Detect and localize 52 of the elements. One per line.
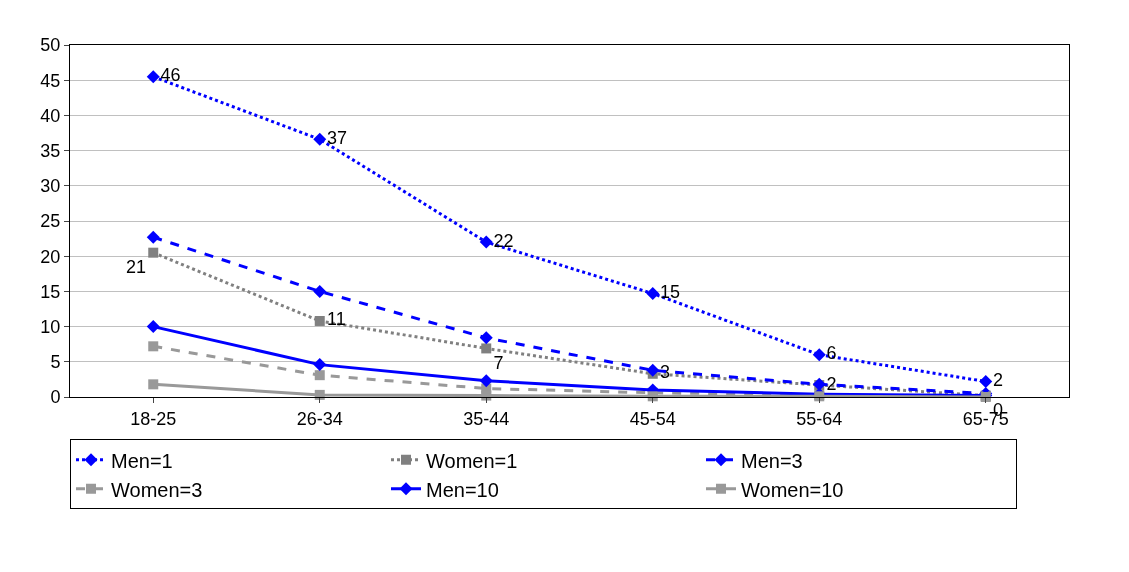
data-label: 7 — [493, 353, 504, 374]
y-tick-label: 5 — [50, 352, 61, 373]
legend-label: Women=10 — [741, 478, 844, 501]
data-label: 46 — [160, 65, 181, 86]
point — [146, 70, 160, 84]
legend-label: Men=1 — [111, 449, 173, 472]
y-tick-label: 0 — [50, 387, 61, 408]
y-tick-label: 35 — [40, 140, 61, 161]
data-label: 37 — [327, 127, 348, 148]
data-label: 3 — [660, 362, 671, 383]
point — [479, 235, 493, 249]
point — [313, 284, 327, 298]
x-tick-label: 55-64 — [796, 408, 843, 429]
point — [313, 132, 327, 146]
point — [646, 363, 660, 377]
x-tick-label: 45-54 — [629, 408, 676, 429]
x-tick-label: 26-34 — [296, 408, 343, 429]
legend-label: Women=3 — [111, 478, 203, 501]
point — [148, 247, 159, 258]
data-label: 6 — [826, 343, 837, 364]
y-tick-label: 15 — [40, 281, 61, 302]
y-tick-label: 50 — [40, 35, 61, 56]
y-tick-label: 20 — [40, 246, 61, 267]
point — [148, 341, 159, 352]
x-tick-label: 18-25 — [130, 408, 177, 429]
data-label: 22 — [493, 230, 514, 251]
legend-label: Women=1 — [426, 449, 518, 472]
point — [646, 287, 660, 301]
point — [313, 358, 327, 372]
point — [148, 379, 159, 390]
point — [146, 230, 160, 244]
y-tick-label: 25 — [40, 211, 61, 232]
data-label: 15 — [660, 282, 681, 303]
point — [314, 315, 325, 326]
y-tick-label: 40 — [40, 105, 61, 126]
y-tick-label: 30 — [40, 176, 61, 197]
y-tick-label: 45 — [40, 70, 61, 91]
data-label: 21 — [125, 257, 146, 278]
legend-label: Men=3 — [741, 449, 803, 472]
point — [979, 375, 993, 389]
y-tick-label: 10 — [40, 316, 61, 337]
point — [812, 348, 826, 362]
point — [314, 370, 325, 381]
legend-label: Men=10 — [426, 478, 499, 501]
point — [481, 343, 492, 354]
x-tick-label: 35-44 — [463, 408, 510, 429]
point — [146, 320, 160, 334]
point — [479, 374, 493, 388]
data-label: 2 — [993, 370, 1004, 391]
point — [479, 331, 493, 345]
data-label: 11 — [327, 309, 346, 330]
data-label: 2 — [826, 373, 837, 394]
